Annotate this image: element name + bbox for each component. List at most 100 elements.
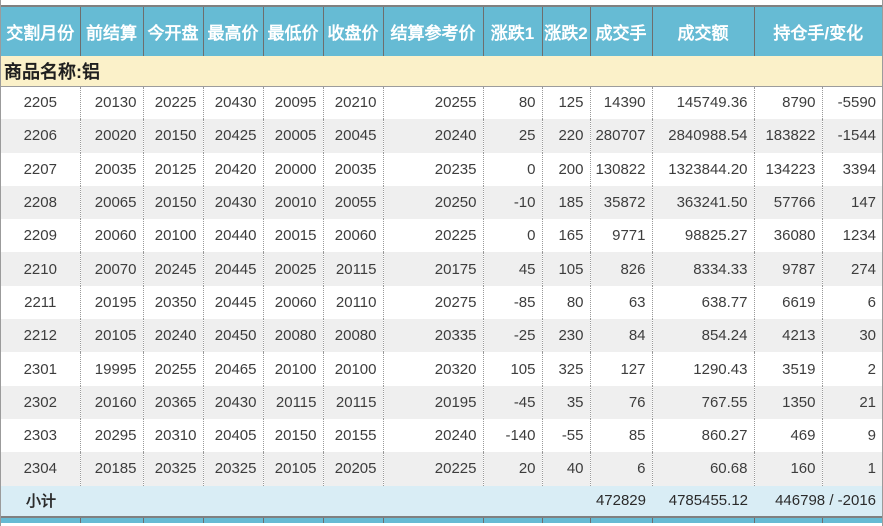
cell-delivery-month: 2205 — [1, 86, 81, 120]
cell-delivery-month: 2208 — [1, 185, 81, 220]
cell-change2: 125 — [542, 86, 591, 120]
cell-change2: 185 — [542, 185, 591, 220]
cell-change1: 25 — [483, 119, 543, 153]
table-row: 2212 20105 20240 20450 20080 20080 20335 -25 230… — [1, 319, 882, 353]
cell-change1: 0 — [483, 219, 543, 253]
cell-change1: -45 — [483, 385, 543, 419]
cell-open-interest: 8790 — [754, 86, 823, 120]
cell-high: 20420 — [203, 152, 264, 186]
cell-prev-settlement: 20070 — [80, 252, 144, 286]
cell-oi-change: 6 — [867, 293, 877, 311]
subtotal-open-interest-change: 446798 / -2016 — [754, 485, 882, 517]
cell-change1: -10 — [483, 185, 543, 220]
bar-cell-open — [143, 515, 204, 523]
cell-turnover: 8334.33 — [652, 252, 755, 286]
bar-cell-change2 — [542, 515, 591, 523]
cell-volume: 76 — [590, 385, 653, 419]
cell-oi-change: 21 — [822, 385, 882, 419]
cell-turnover: 854.24 — [652, 319, 755, 353]
cell-low: 20015 — [263, 219, 324, 253]
table-row: 2301 19995 20255 20465 20100 20100 20320 105 325… — [1, 352, 882, 386]
cell-change2: 165 — [542, 219, 591, 253]
cell-oi-change: 30 — [822, 319, 882, 353]
col-header-change1: 涨跌1 — [483, 5, 543, 56]
cell-high: 20445 — [203, 252, 264, 286]
cell-delivery-month: 2210 — [1, 252, 81, 286]
cell-open-interest: 3519 — [754, 352, 823, 386]
bar-cell-high — [203, 515, 264, 523]
table-row: 2207 20035 20125 20420 20000 20035 20235 0 200 13… — [1, 152, 882, 186]
cell-high: 20430 — [203, 86, 264, 120]
table-row: 2211 20195 20350 20445 20060 20110 20275 -85 80 6… — [1, 285, 882, 320]
cell-delivery-month: 2206 — [1, 119, 81, 153]
cell-prev-settlement: 20295 — [80, 418, 144, 453]
cell-close: 20045 — [323, 119, 384, 153]
cell-close: 20060 — [323, 219, 384, 253]
cell-volume: 84 — [590, 319, 653, 353]
cell-open-interest: 469 — [754, 418, 823, 453]
col-header-turnover: 成交额 — [652, 5, 755, 56]
cell-open: 20245 — [143, 252, 204, 286]
next-section-header-partial — [1, 515, 882, 523]
bar-cell-low — [263, 515, 324, 523]
cell-oi-change: 9 — [867, 427, 877, 445]
cell-low: 20105 — [263, 452, 324, 486]
cell-prev-settlement: 20035 — [80, 152, 144, 186]
bar-cell-close — [323, 515, 384, 523]
cell-settlement-ref: 20240 — [383, 119, 484, 153]
cell-turnover: 145749.36 — [652, 86, 755, 120]
cell-volume: 127 — [590, 352, 653, 386]
product-name-row: 商品名称:铝 — [1, 56, 882, 87]
cell-open-interest: 9787 — [754, 252, 823, 286]
cell-volume: 826 — [590, 252, 653, 286]
cell-change2: -55 — [542, 418, 591, 453]
cell-volume: 9771 — [590, 219, 653, 253]
cell-open-interest: 183822 — [754, 119, 823, 153]
cell-open-interest: 4213 — [754, 319, 823, 353]
cell-close: 20100 — [323, 352, 384, 386]
cell-close: 20115 — [323, 385, 384, 419]
cell-turnover: 363241.50 — [652, 185, 755, 220]
table-row: 2209 20060 20100 20440 20015 20060 20225 0 165 97… — [1, 219, 882, 253]
cell-settlement-ref: 20250 — [383, 185, 484, 220]
cell-prev-settlement: 20105 — [80, 319, 144, 353]
cell-settlement-ref: 20175 — [383, 252, 484, 286]
subtotal-spacer — [80, 485, 590, 517]
cell-low: 20000 — [263, 152, 324, 186]
cell-open: 20325 — [143, 452, 204, 486]
bar-cell-change1 — [483, 515, 543, 523]
cell-prev-settlement: 20060 — [80, 219, 144, 253]
cell-delivery-month: 2211 — [1, 285, 81, 320]
col-header-change2: 涨跌2 — [542, 5, 591, 56]
cell-change1: -140 — [483, 418, 543, 453]
cell-turnover: 638.77 — [652, 285, 755, 320]
col-header-settlement-ref: 结算参考价 — [383, 5, 484, 56]
table-row: 2205 20130 20225 20430 20095 20210 20255 80 125 1… — [1, 86, 882, 120]
cell-delivery-month: 2304 — [1, 452, 81, 486]
cell-delivery-month: 2301 — [1, 352, 81, 386]
cell-prev-settlement: 20185 — [80, 452, 144, 486]
cell-delivery-month: 2209 — [1, 219, 81, 253]
cell-high: 20440 — [203, 219, 264, 253]
cell-open: 20150 — [143, 185, 204, 220]
cell-low: 20005 — [263, 119, 324, 153]
cell-low: 20080 — [263, 319, 324, 353]
cell-volume: 63 — [590, 285, 653, 320]
cell-oi-change: 1234 — [842, 227, 877, 245]
cell-settlement-ref: 20225 — [383, 219, 484, 253]
cell-volume: 35872 — [590, 185, 653, 220]
cell-prev-settlement: 19995 — [80, 352, 144, 386]
bar-cell-volume — [590, 515, 653, 523]
col-header-open-interest-change: 持仓手/变化 — [754, 5, 882, 56]
cell-turnover: 1290.43 — [652, 352, 755, 386]
cell-oi-change: 147 — [822, 185, 882, 220]
cell-change2: 200 — [542, 152, 591, 186]
cell-settlement-ref: 20225 — [383, 452, 484, 486]
col-header-volume: 成交手 — [590, 5, 653, 56]
cell-prev-settlement: 20065 — [80, 185, 144, 220]
cell-high: 20445 — [203, 285, 264, 320]
cell-settlement-ref: 20240 — [383, 418, 484, 453]
cell-turnover: 60.68 — [652, 452, 755, 486]
table-row: 2302 20160 20365 20430 20115 20115 20195 -45 35 7… — [1, 385, 882, 419]
